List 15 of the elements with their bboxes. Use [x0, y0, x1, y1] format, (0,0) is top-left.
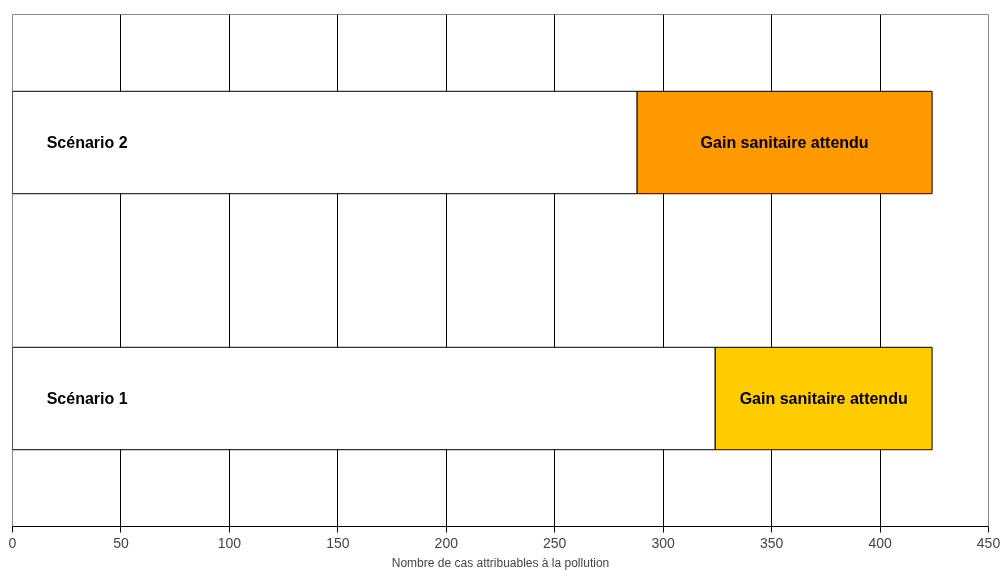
x-tick-label: 400 [868, 534, 892, 551]
x-tick-label: 100 [217, 534, 242, 551]
y-tick-label: Scénario 1 [46, 390, 128, 407]
x-tick-label: 250 [543, 534, 567, 551]
x-tick-label: 50 [113, 534, 129, 551]
y-tick-label: Scénario 2 [46, 134, 128, 151]
text: Gain sanitaire attendu [700, 134, 869, 151]
x-axis-title: Nombre de cas attribuables à la pollution [391, 555, 610, 570]
series-label: Gain sanitaire attendu [739, 390, 908, 407]
x-tick-label: 150 [326, 534, 350, 551]
x-tick-label: 200 [434, 534, 459, 551]
x-tick-label: 350 [759, 534, 784, 551]
x-tick-label: 0 [8, 534, 17, 551]
x-tick-label: 300 [651, 534, 676, 551]
x-tick-label: 450 [976, 534, 1001, 551]
